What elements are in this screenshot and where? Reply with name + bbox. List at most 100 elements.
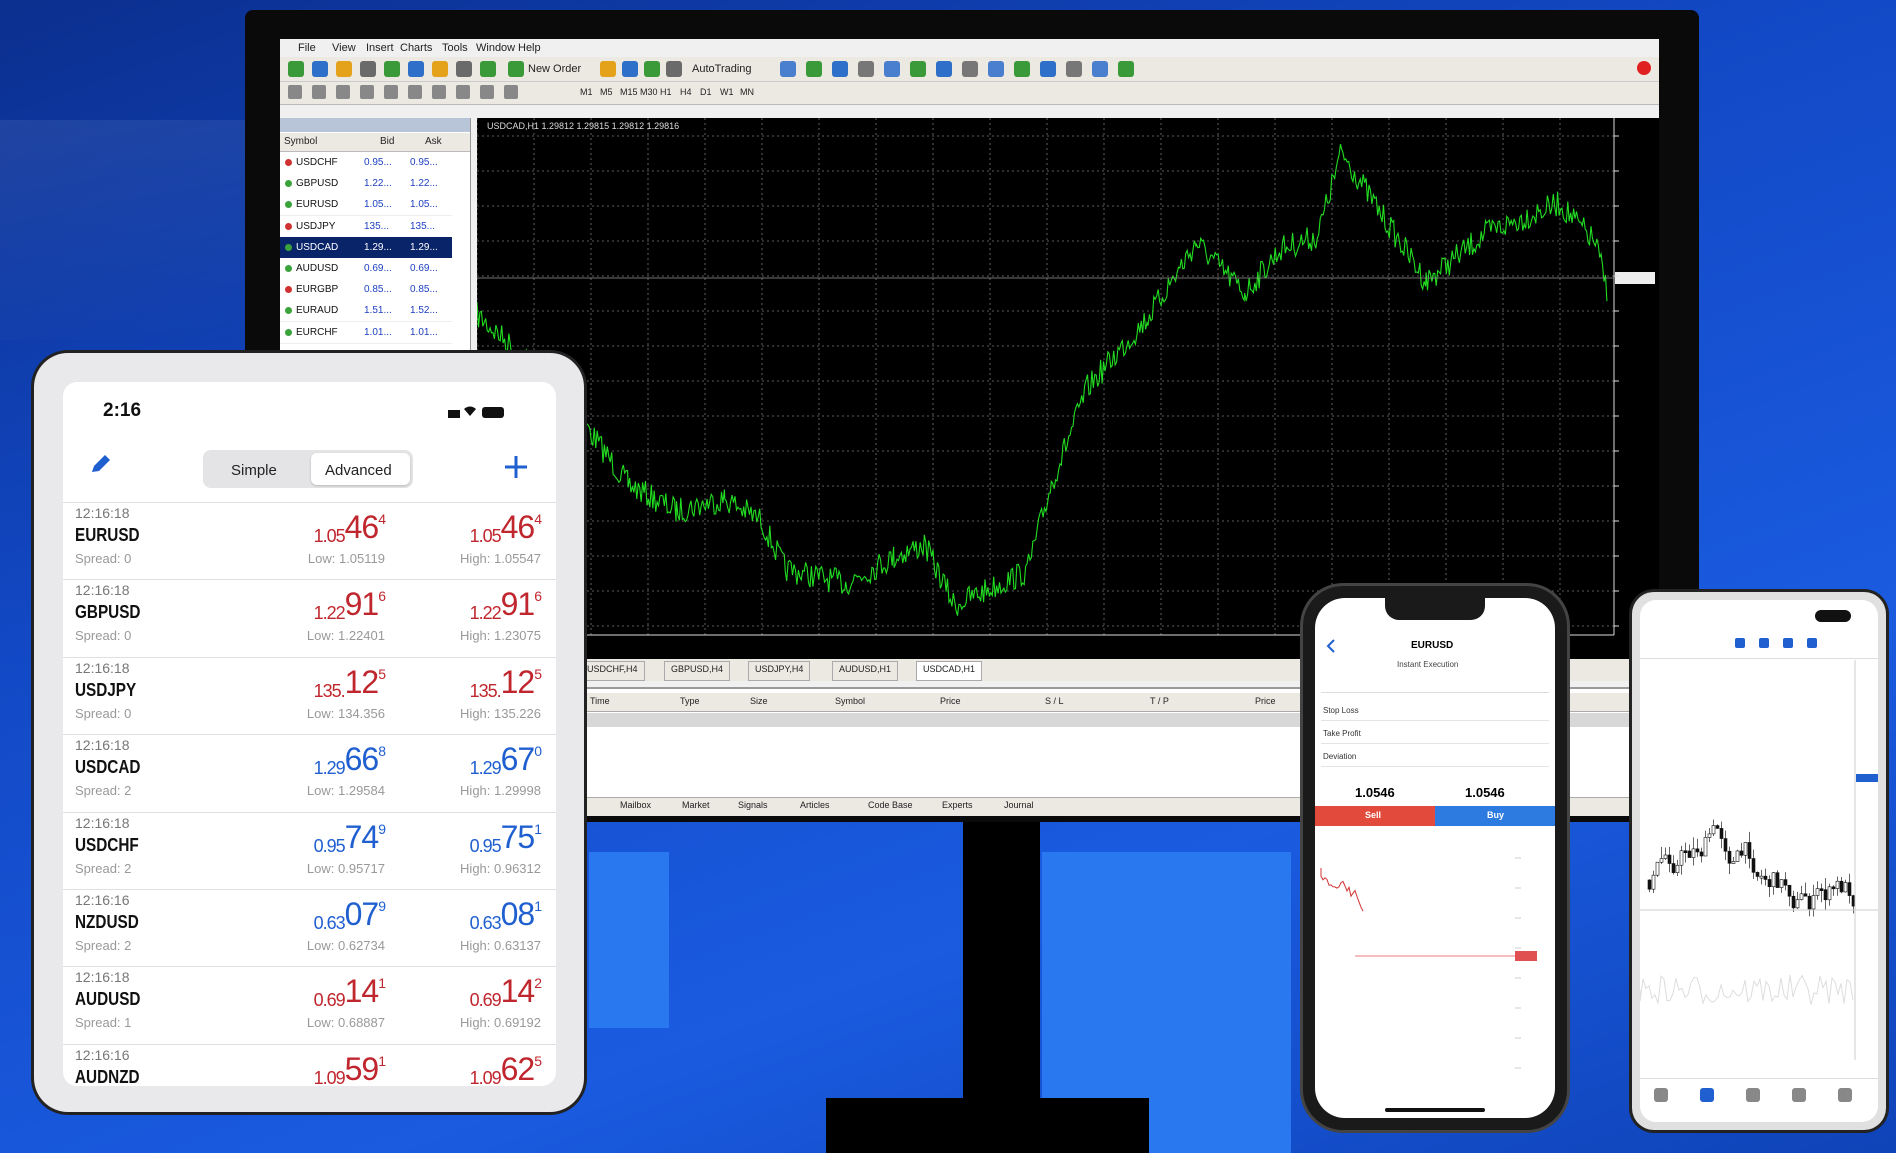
menu-item[interactable]: File xyxy=(298,42,316,54)
toolbar-icon[interactable] xyxy=(910,61,926,77)
toolbar-icon[interactable] xyxy=(336,61,352,77)
order-field[interactable]: Take Profit xyxy=(1323,729,1361,738)
buy-button[interactable]: Buy xyxy=(1435,806,1555,826)
toolbar-icon[interactable] xyxy=(360,85,374,99)
menu-item[interactable]: Help xyxy=(518,42,541,54)
toolbar-icon[interactable] xyxy=(480,85,494,99)
timeframe-button[interactable]: M30 xyxy=(640,87,658,97)
toolbar-icon[interactable] xyxy=(408,61,424,77)
timeframe-button[interactable]: M15 xyxy=(620,87,638,97)
toolbar-button[interactable]: AutoTrading xyxy=(692,63,752,75)
toolbar-icon[interactable] xyxy=(644,61,660,77)
chart-tab[interactable]: USDJPY,H4 xyxy=(748,661,810,681)
toolbar-icon[interactable] xyxy=(622,61,638,77)
menu-item[interactable]: Charts xyxy=(400,42,432,54)
alert-icon[interactable] xyxy=(1637,61,1651,75)
chart-tab[interactable]: USDCHF,H4 xyxy=(580,661,645,681)
timeframe-button[interactable]: MN xyxy=(740,87,754,97)
toolbar-icon[interactable] xyxy=(504,85,518,99)
menu-item[interactable]: Tools xyxy=(442,42,468,54)
toolbar-icon[interactable] xyxy=(666,61,682,77)
order-field[interactable]: Deviation xyxy=(1323,752,1356,761)
toolbar-icon[interactable] xyxy=(858,61,874,77)
nav-icon[interactable] xyxy=(1838,1088,1852,1102)
toolbar-icon[interactable] xyxy=(312,85,326,99)
toolbar-icon[interactable] xyxy=(288,61,304,77)
terminal-tab[interactable]: Articles xyxy=(800,800,830,810)
toolbar-icon[interactable] xyxy=(456,61,472,77)
toolbar-icon[interactable] xyxy=(806,61,822,77)
toolbar-icon[interactable] xyxy=(1040,61,1056,77)
menu-item[interactable]: View xyxy=(332,42,356,54)
nav-icon[interactable] xyxy=(1700,1088,1714,1102)
terminal-tab[interactable]: Journal xyxy=(1004,800,1034,810)
timeframe-button[interactable]: H1 xyxy=(660,87,672,97)
chart-tab[interactable]: AUDUSD,H1 xyxy=(832,661,898,681)
sell-button[interactable]: Sell xyxy=(1315,806,1435,826)
toolbar-icon[interactable] xyxy=(884,61,900,77)
toolbar-icon[interactable] xyxy=(288,85,302,99)
timeframe-button[interactable]: H4 xyxy=(680,87,692,97)
chart-tab[interactable]: GBPUSD,H4 xyxy=(664,661,730,681)
nav-icon[interactable] xyxy=(1654,1088,1668,1102)
menu-item[interactable]: Insert xyxy=(366,42,394,54)
toolbar-icon[interactable] xyxy=(432,85,446,99)
toolbar-icon[interactable] xyxy=(312,61,328,77)
toolbar-icon[interactable] xyxy=(962,61,978,77)
order-field[interactable]: Stop Loss xyxy=(1323,706,1359,715)
toolbar-icon[interactable] xyxy=(936,61,952,77)
timeframe-button[interactable]: D1 xyxy=(700,87,712,97)
toolbar-icon[interactable] xyxy=(384,85,398,99)
toolbar-icon[interactable] xyxy=(1735,638,1745,648)
mode-tab[interactable]: Simple xyxy=(231,462,277,479)
toolbar-icon[interactable] xyxy=(780,61,796,77)
toolbar-icon[interactable] xyxy=(1092,61,1108,77)
timeframe-button[interactable]: M1 xyxy=(580,87,593,97)
terminal-tab[interactable]: Mailbox xyxy=(620,800,651,810)
toolbar-icon[interactable] xyxy=(508,61,524,77)
terminal-tab[interactable]: Code Base xyxy=(868,800,913,810)
toolbar-icon[interactable] xyxy=(600,61,616,77)
toolbar-icon[interactable] xyxy=(1118,61,1134,77)
toolbar-icon[interactable] xyxy=(408,85,422,99)
toolbar-icon[interactable] xyxy=(456,85,470,99)
nav-icon[interactable] xyxy=(1792,1088,1806,1102)
terminal-tab[interactable]: Experts xyxy=(942,800,973,810)
chart-tab[interactable]: USDCAD,H1 xyxy=(916,661,982,681)
toolbar-icon[interactable] xyxy=(988,61,1004,77)
toolbar-icon[interactable] xyxy=(480,61,496,77)
toolbar-icon[interactable] xyxy=(1783,638,1793,648)
timeframe-button[interactable]: M5 xyxy=(600,87,613,97)
toolbar-icon[interactable] xyxy=(360,61,376,77)
toolbar-icon[interactable] xyxy=(1759,638,1769,648)
menu-item[interactable]: Window xyxy=(476,42,515,54)
mode-tab[interactable]: Advanced xyxy=(325,462,392,479)
toolbar-icon[interactable] xyxy=(336,85,350,99)
toolbar-icon[interactable] xyxy=(1066,61,1082,77)
toolbar-button[interactable]: New Order xyxy=(528,63,581,75)
nav-icon[interactable] xyxy=(1746,1088,1760,1102)
toolbar-icon[interactable] xyxy=(1014,61,1030,77)
toolbar-icon[interactable] xyxy=(832,61,848,77)
toolbar-icon[interactable] xyxy=(432,61,448,77)
terminal-tab[interactable]: Signals xyxy=(738,800,768,810)
terminal-tab[interactable]: Market xyxy=(682,800,710,810)
toolbar-icon[interactable] xyxy=(384,61,400,77)
